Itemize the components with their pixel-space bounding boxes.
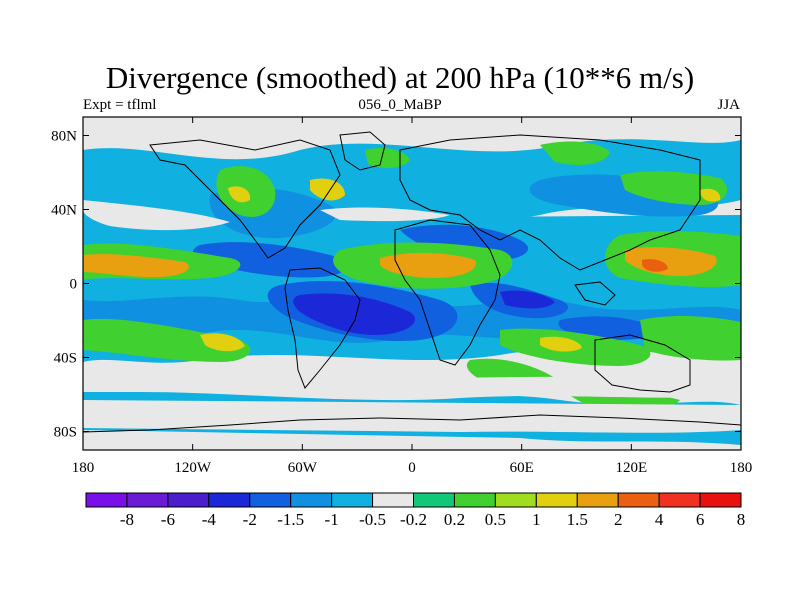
- x-tick-label: 60E: [510, 460, 534, 476]
- field-neutral-mid-gap: [320, 207, 450, 222]
- colorbar-label: 1: [532, 510, 541, 529]
- colorbar-label: 0.2: [444, 510, 465, 529]
- x-tick-label: 0: [408, 460, 416, 476]
- colorbar-label: -1: [325, 510, 339, 529]
- y-tick-label: 40N: [51, 203, 77, 219]
- x-tick-label: 180: [72, 460, 95, 476]
- outline-africa: [394, 219, 501, 366]
- field-green-southeast-pacific: [640, 316, 741, 361]
- field-green-southern-band: [83, 318, 251, 362]
- outline-maritime-continent: [574, 281, 616, 306]
- x-tick-label: 60W: [288, 460, 318, 476]
- colorbar-swatch: [208, 492, 251, 508]
- colorbar-label: 2: [614, 510, 623, 529]
- colorbar-label: 4: [655, 510, 664, 529]
- colorbar-label: -1.5: [277, 510, 304, 529]
- colorbar-swatch: [331, 492, 374, 508]
- colorbar-swatch: [699, 492, 742, 508]
- field-yellow-indian-ocean: [540, 336, 582, 352]
- colorbar-label: 0.5: [485, 510, 506, 529]
- colorbar-label: -2: [243, 510, 257, 529]
- field-neutral-arctic: [83, 117, 741, 143]
- field-neutral-north-gap: [83, 200, 230, 231]
- field-orange-africa: [380, 252, 476, 278]
- continent-outlines: [82, 131, 742, 433]
- field-convergence-core: [293, 293, 416, 335]
- colorbar-swatch: [617, 492, 660, 508]
- season-label: JJA: [717, 97, 740, 113]
- field-red-west-pacific: [642, 259, 668, 272]
- colorbar-swatch: [576, 492, 619, 508]
- colorbar-label: 8: [737, 510, 746, 529]
- x-tick-label: 180: [730, 460, 753, 476]
- outline-greenland: [339, 131, 386, 171]
- field-yellow-western-north-america: [228, 186, 251, 203]
- y-tick-label: 80S: [54, 425, 77, 441]
- outline-australia: [594, 334, 691, 393]
- colorbar-label: -8: [120, 510, 134, 529]
- colorbar-swatch: [372, 492, 414, 508]
- y-tick-label: 0: [70, 277, 78, 293]
- divergence-field: [83, 117, 741, 445]
- field-neutral-southern-gap: [83, 365, 741, 401]
- axis-ticks: 80N 40N 0 40S 80S 180 120W 60W 0 60E 120E 180: [51, 117, 752, 476]
- field-neutral-antarctic: [83, 400, 741, 433]
- outline-europe-asia: [399, 134, 701, 271]
- colorbar-swatch: [290, 492, 333, 508]
- colorbar-swatch: [413, 492, 455, 508]
- colorbar-label: -4: [202, 510, 217, 529]
- field-orange-eastern-pacific: [83, 254, 189, 278]
- colorbar-swatch: [453, 492, 496, 508]
- colorbar-label: -6: [161, 510, 175, 529]
- colorbar-label: -0.2: [400, 510, 427, 529]
- colorbar-swatch: [494, 492, 537, 508]
- field-green-north-atlantic-small: [365, 148, 410, 169]
- colorbar-swatch: [249, 492, 292, 508]
- x-tick-label: 120W: [174, 460, 212, 476]
- colorbar-label: -0.5: [359, 510, 386, 529]
- y-tick-label: 80N: [51, 129, 77, 145]
- outline-antarctica: [82, 414, 742, 433]
- case-label: 056_0_MaBP: [358, 97, 442, 113]
- colorbar-swatch: [85, 492, 128, 508]
- field-green-north-siberia: [540, 141, 610, 165]
- experiment-label: Expt = tflml: [83, 97, 157, 113]
- outline-south-america: [284, 267, 361, 389]
- outline-north-america: [149, 139, 341, 259]
- field-convergence-indian-ocean: [500, 290, 555, 309]
- field-yellow-sw-pacific: [200, 333, 245, 352]
- colorbar-swatch: [167, 492, 210, 508]
- colorbar-swatch: [126, 492, 169, 508]
- colorbar: -8 -6 -4 -2 -1.5 -1 -0.5 -0.2 0.2 0.5 1 1.5 2 4 6 8: [85, 492, 746, 529]
- colorbar-label: 1.5: [567, 510, 588, 529]
- x-tick-label: 120E: [615, 460, 647, 476]
- colorbar-swatch: [658, 492, 701, 508]
- field-yellow-central-north-america: [310, 178, 345, 201]
- y-tick-label: 40S: [54, 351, 77, 367]
- colorbar-label: 6: [696, 510, 705, 529]
- colorbar-swatch: [535, 492, 578, 508]
- plot-title: Divergence (smoothed) at 200 hPa (10**6 …: [105, 60, 695, 95]
- field-yellow-east-asia: [700, 188, 721, 202]
